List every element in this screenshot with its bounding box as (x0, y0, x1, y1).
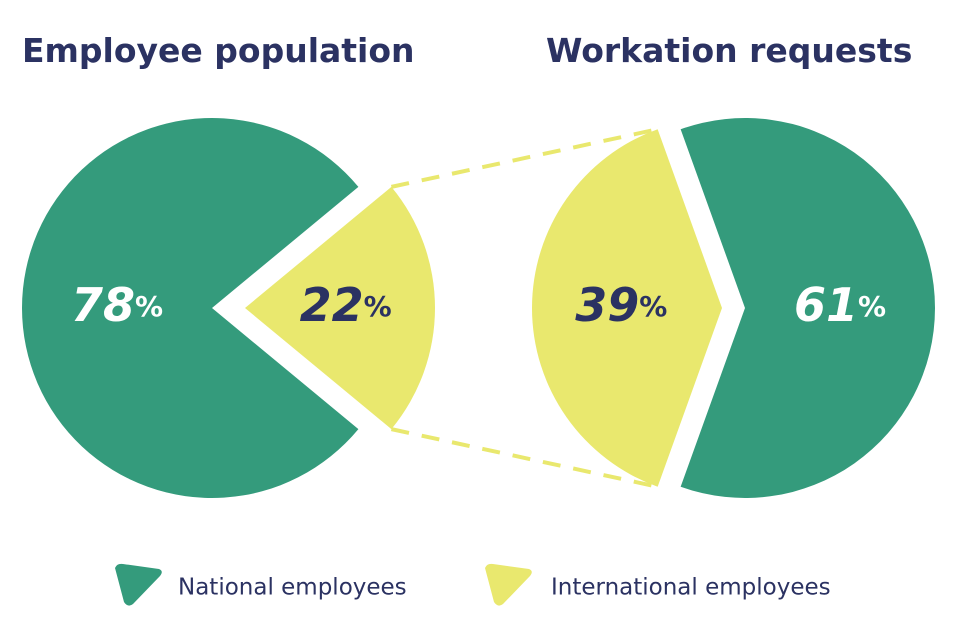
chart-title: Workation requests (546, 31, 912, 70)
legend-label: International employees (551, 575, 831, 601)
data-label: 61% (794, 278, 886, 332)
pie-slice (680, 118, 935, 499)
data-label: 78% (71, 278, 163, 332)
legend-marker (115, 563, 162, 606)
connector (390, 127, 659, 189)
chart-title: Employee population (22, 31, 415, 70)
legend-marker (485, 563, 532, 606)
legend-label: National employees (178, 575, 407, 601)
pie-slice (22, 118, 359, 499)
connector (390, 427, 659, 489)
data-label: 39% (575, 278, 667, 332)
data-label: 22% (300, 278, 392, 332)
pie-slice (245, 186, 436, 430)
pie-slice (531, 129, 722, 487)
